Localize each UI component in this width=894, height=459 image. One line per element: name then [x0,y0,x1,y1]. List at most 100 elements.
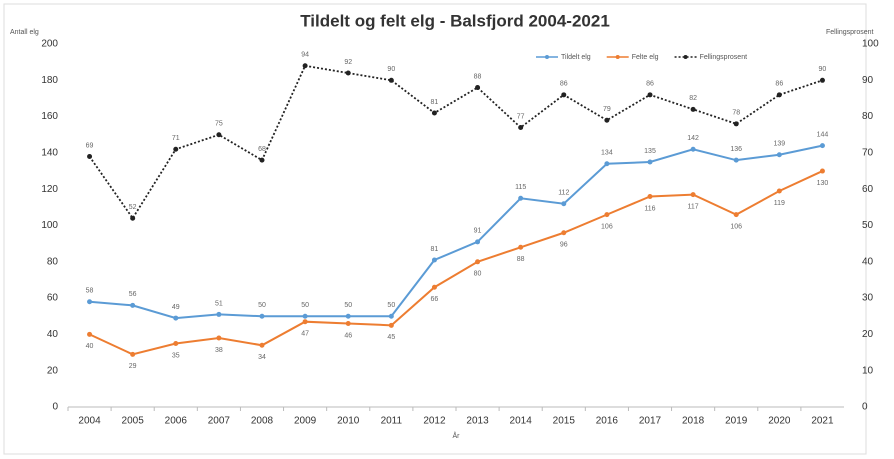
point [561,201,567,207]
point [776,92,782,98]
point [475,259,481,265]
point [431,110,437,116]
data-label: 134 [601,150,613,157]
data-label: 119 [774,200,785,207]
point [216,311,222,317]
point [345,313,351,319]
data-label: 45 [387,334,395,341]
data-label: 106 [730,223,742,230]
data-label: 47 [301,331,309,338]
data-label: 117 [688,203,699,210]
point [302,313,308,319]
data-label: 90 [387,66,395,73]
y2-tick-label: 40 [862,256,874,267]
x-tick-label: 2010 [337,416,360,427]
x-tick-label: 2007 [208,416,231,427]
data-label: 75 [215,121,223,128]
point [216,132,222,138]
data-label: 68 [258,146,266,153]
data-label: 96 [560,242,568,249]
y-tick-label: 0 [52,402,58,413]
point [819,168,825,174]
point [345,70,351,76]
data-label: 50 [301,302,309,309]
y-tick-label: 80 [47,256,59,267]
y2-tick-label: 80 [862,111,874,122]
point [87,331,93,337]
y2-tick-label: 10 [862,365,874,376]
data-label: 58 [86,288,94,295]
y2-tick-label: 60 [862,184,874,195]
data-label: 92 [344,59,352,66]
chart-title: Tildelt og felt elg - Balsfjord 2004-202… [300,11,610,30]
data-label: 52 [129,204,137,211]
data-label: 34 [258,354,266,361]
data-label: 78 [732,110,740,117]
data-label: 50 [258,302,266,309]
data-label: 90 [819,66,827,73]
point [173,146,179,152]
data-label: 86 [775,81,783,88]
data-label: 94 [301,52,309,59]
point [475,85,481,91]
y-axis-label: Antall elg [10,29,39,36]
x-tick-label: 2019 [725,416,748,427]
point [388,77,394,83]
data-label: 81 [431,246,439,253]
data-label: 136 [730,146,742,153]
y2-tick-label: 20 [862,329,874,340]
point [302,63,308,69]
y-tick-label: 60 [47,293,59,304]
point [604,161,610,167]
point [259,157,265,163]
y2-tick-label: 0 [862,402,868,413]
x-tick-label: 2006 [165,416,188,427]
y-tick-label: 200 [41,39,58,50]
point [561,230,567,236]
series-line [88,64,823,220]
data-label: 77 [517,113,525,120]
point [647,193,653,199]
x-tick-label: 2012 [423,416,446,427]
x-tick-label: 2021 [811,416,834,427]
y-tick-label: 120 [41,184,58,195]
y2-tick-label: 30 [862,293,874,304]
legend-label: Tildelt elg [561,54,591,61]
data-label: 112 [558,190,569,197]
point [87,154,93,160]
legend-marker [683,55,688,59]
data-label: 29 [129,363,137,370]
point [130,302,136,308]
point [475,239,481,245]
data-label: 88 [474,73,482,80]
point [604,212,610,218]
data-label: 49 [172,304,180,311]
y2-tick-label: 100 [862,39,879,50]
point [431,257,437,263]
point [259,313,265,319]
data-label: 81 [431,99,439,106]
data-label: 86 [646,81,654,88]
point [259,342,265,348]
data-label: 80 [474,271,482,278]
point [87,299,93,305]
legend-label: Felte elg [632,54,659,61]
x-tick-label: 2015 [553,416,576,427]
point [690,146,696,152]
data-label: 86 [560,81,568,88]
data-label: 66 [431,296,439,303]
legend-label: Fellingsprosent [700,54,748,61]
point [561,92,567,98]
y-tick-label: 100 [41,220,58,231]
point [690,192,696,198]
point [647,159,653,165]
data-label: 116 [644,205,655,212]
x-tick-label: 2017 [639,416,662,427]
data-label: 82 [689,95,697,102]
data-label: 115 [515,184,526,191]
x-tick-label: 2020 [768,416,791,427]
data-label: 69 [86,142,94,149]
y-tick-label: 180 [41,75,58,86]
data-label: 142 [687,135,699,142]
